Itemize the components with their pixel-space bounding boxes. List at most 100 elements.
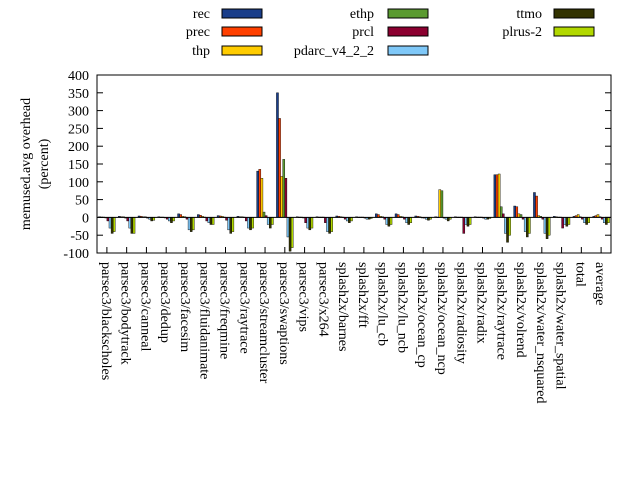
x-tick-label: parsec3/dedup	[157, 262, 172, 343]
bar-ttmo	[249, 217, 252, 231]
bar-pdarc_v4_2_2	[346, 217, 349, 222]
bar-ttmo	[288, 217, 292, 252]
x-tick-label: parsec3/x264	[315, 262, 330, 337]
legend-label-prcl: prcl	[352, 25, 374, 40]
bar-plrus-2	[547, 217, 551, 236]
bar-pdarc_v4_2_2	[168, 217, 171, 222]
legend-label-ethp: ethp	[350, 7, 374, 22]
bar-ttmo	[506, 217, 509, 243]
bar-pdarc_v4_2_2	[583, 217, 586, 223]
bar-prec	[278, 118, 281, 218]
bar-pdarc_v4_2_2	[108, 217, 112, 229]
x-tick-label: parsec3/bodytrack	[118, 262, 133, 365]
legend-swatch-prcl	[387, 26, 429, 37]
bar-ttmo	[466, 217, 470, 227]
bar-pdarc_v4_2_2	[266, 217, 270, 225]
bar-ttmo	[585, 217, 588, 225]
bar-prec	[535, 195, 538, 218]
x-axis: parsec3/blackscholes parsec3/bodytrack par…	[98, 247, 607, 404]
bar-ethp	[262, 211, 266, 218]
legend-label-rec: rec	[193, 7, 210, 22]
bar-plrus-2	[172, 217, 175, 222]
y-axis-label-line1: memused.avg overhead	[19, 98, 34, 230]
bar-plrus-2	[567, 217, 571, 225]
bar-prcl	[561, 217, 564, 229]
y-tick-label: 400	[68, 69, 89, 84]
legend-label-ttmo: ttmo	[516, 7, 542, 22]
y-tick-label: 100	[68, 176, 89, 191]
bar-pdarc_v4_2_2	[464, 217, 468, 225]
bar-plrus-2	[192, 217, 195, 231]
bar-prcl	[126, 217, 129, 222]
y-tick-label: 0	[82, 211, 89, 226]
bar-rec	[493, 174, 497, 218]
bar-plrus-2	[231, 217, 235, 232]
bar-ttmo	[170, 217, 173, 223]
legend-swatch-thp	[221, 45, 263, 56]
y-tick-label: 200	[68, 140, 89, 155]
x-tick-label: splash2x/water_nsquared	[533, 262, 548, 404]
bar-prcl	[284, 178, 288, 218]
bar-plrus-2	[290, 217, 294, 248]
x-tick-label: parsec3/facesim	[177, 262, 192, 352]
bar-plrus-2	[389, 217, 393, 225]
legend-swatch-rec	[221, 8, 263, 19]
bar-ttmo	[545, 217, 549, 239]
bar-ttmo	[446, 217, 450, 222]
bar-ttmo	[110, 217, 114, 234]
bar-pdarc_v4_2_2	[326, 217, 329, 232]
x-tick-label: splash2x/lu_cb	[375, 262, 390, 346]
bar-pdarc_v4_2_2	[543, 217, 547, 234]
x-tick-label: splash2x/ocean_cp	[414, 262, 429, 368]
legend-label-thp: thp	[192, 44, 210, 59]
bar-plrus-2	[132, 217, 136, 234]
bar-thp	[260, 178, 264, 218]
bar-plrus-2	[508, 217, 511, 236]
bar-pdarc_v4_2_2	[128, 217, 132, 229]
bar-pdarc_v4_2_2	[286, 217, 290, 238]
bar-ttmo	[526, 217, 529, 238]
bar-pdarc_v4_2_2	[306, 217, 309, 229]
legend-label-plrus-2: plrus-2	[502, 25, 542, 40]
x-tick-label: splash2x/water_spatial	[553, 262, 568, 390]
bar-plrus-2	[409, 217, 413, 223]
y-tick-label: 150	[68, 158, 89, 173]
bar-thp	[280, 176, 283, 218]
bar-ttmo	[565, 217, 569, 227]
x-tick-label: splash2x/raytrace	[493, 262, 508, 360]
x-tick-label: parsec3/canneal	[137, 262, 152, 351]
bar-rec	[513, 205, 516, 218]
bar-plrus-2	[211, 217, 215, 225]
legend-label-prec: prec	[186, 25, 210, 40]
bar-plrus-2	[310, 217, 314, 229]
x-tick-label: parsec3/fluidanimate	[197, 262, 212, 379]
legend-swatch-plrus-2	[553, 26, 595, 37]
bar-plrus-2	[587, 217, 590, 223]
bar-plrus-2	[468, 217, 472, 225]
bar-plrus-2	[271, 217, 274, 225]
bar-rec	[177, 213, 180, 218]
x-tick-label: parsec3/blackscholes	[98, 262, 113, 380]
bar-plrus-2	[528, 217, 531, 234]
bar-thp	[517, 213, 521, 218]
bar-thp	[438, 189, 442, 218]
bar-prcl	[462, 217, 466, 234]
y-tick-label: 300	[68, 105, 89, 120]
bar-pdarc_v4_2_2	[385, 217, 389, 225]
bar-ttmo	[348, 217, 351, 223]
x-tick-label: average	[592, 262, 607, 306]
x-tick-label: parsec3/swaptions	[276, 262, 291, 365]
bar-ttmo	[308, 217, 312, 231]
x-tick-label: splash2x/ocean_ncp	[434, 262, 449, 375]
y-tick-label: 350	[68, 87, 89, 102]
bar-ethp	[440, 190, 444, 218]
bar-prcl	[502, 213, 505, 218]
x-tick-label: splash2x/radix	[474, 262, 489, 344]
bar-prcl	[304, 217, 307, 223]
bar-pdarc_v4_2_2	[247, 217, 250, 229]
bar-pdarc_v4_2_2	[504, 217, 507, 234]
bar-ttmo	[328, 217, 331, 234]
x-tick-label: splash2x/volrend	[513, 262, 528, 358]
bar-rec	[375, 213, 378, 218]
